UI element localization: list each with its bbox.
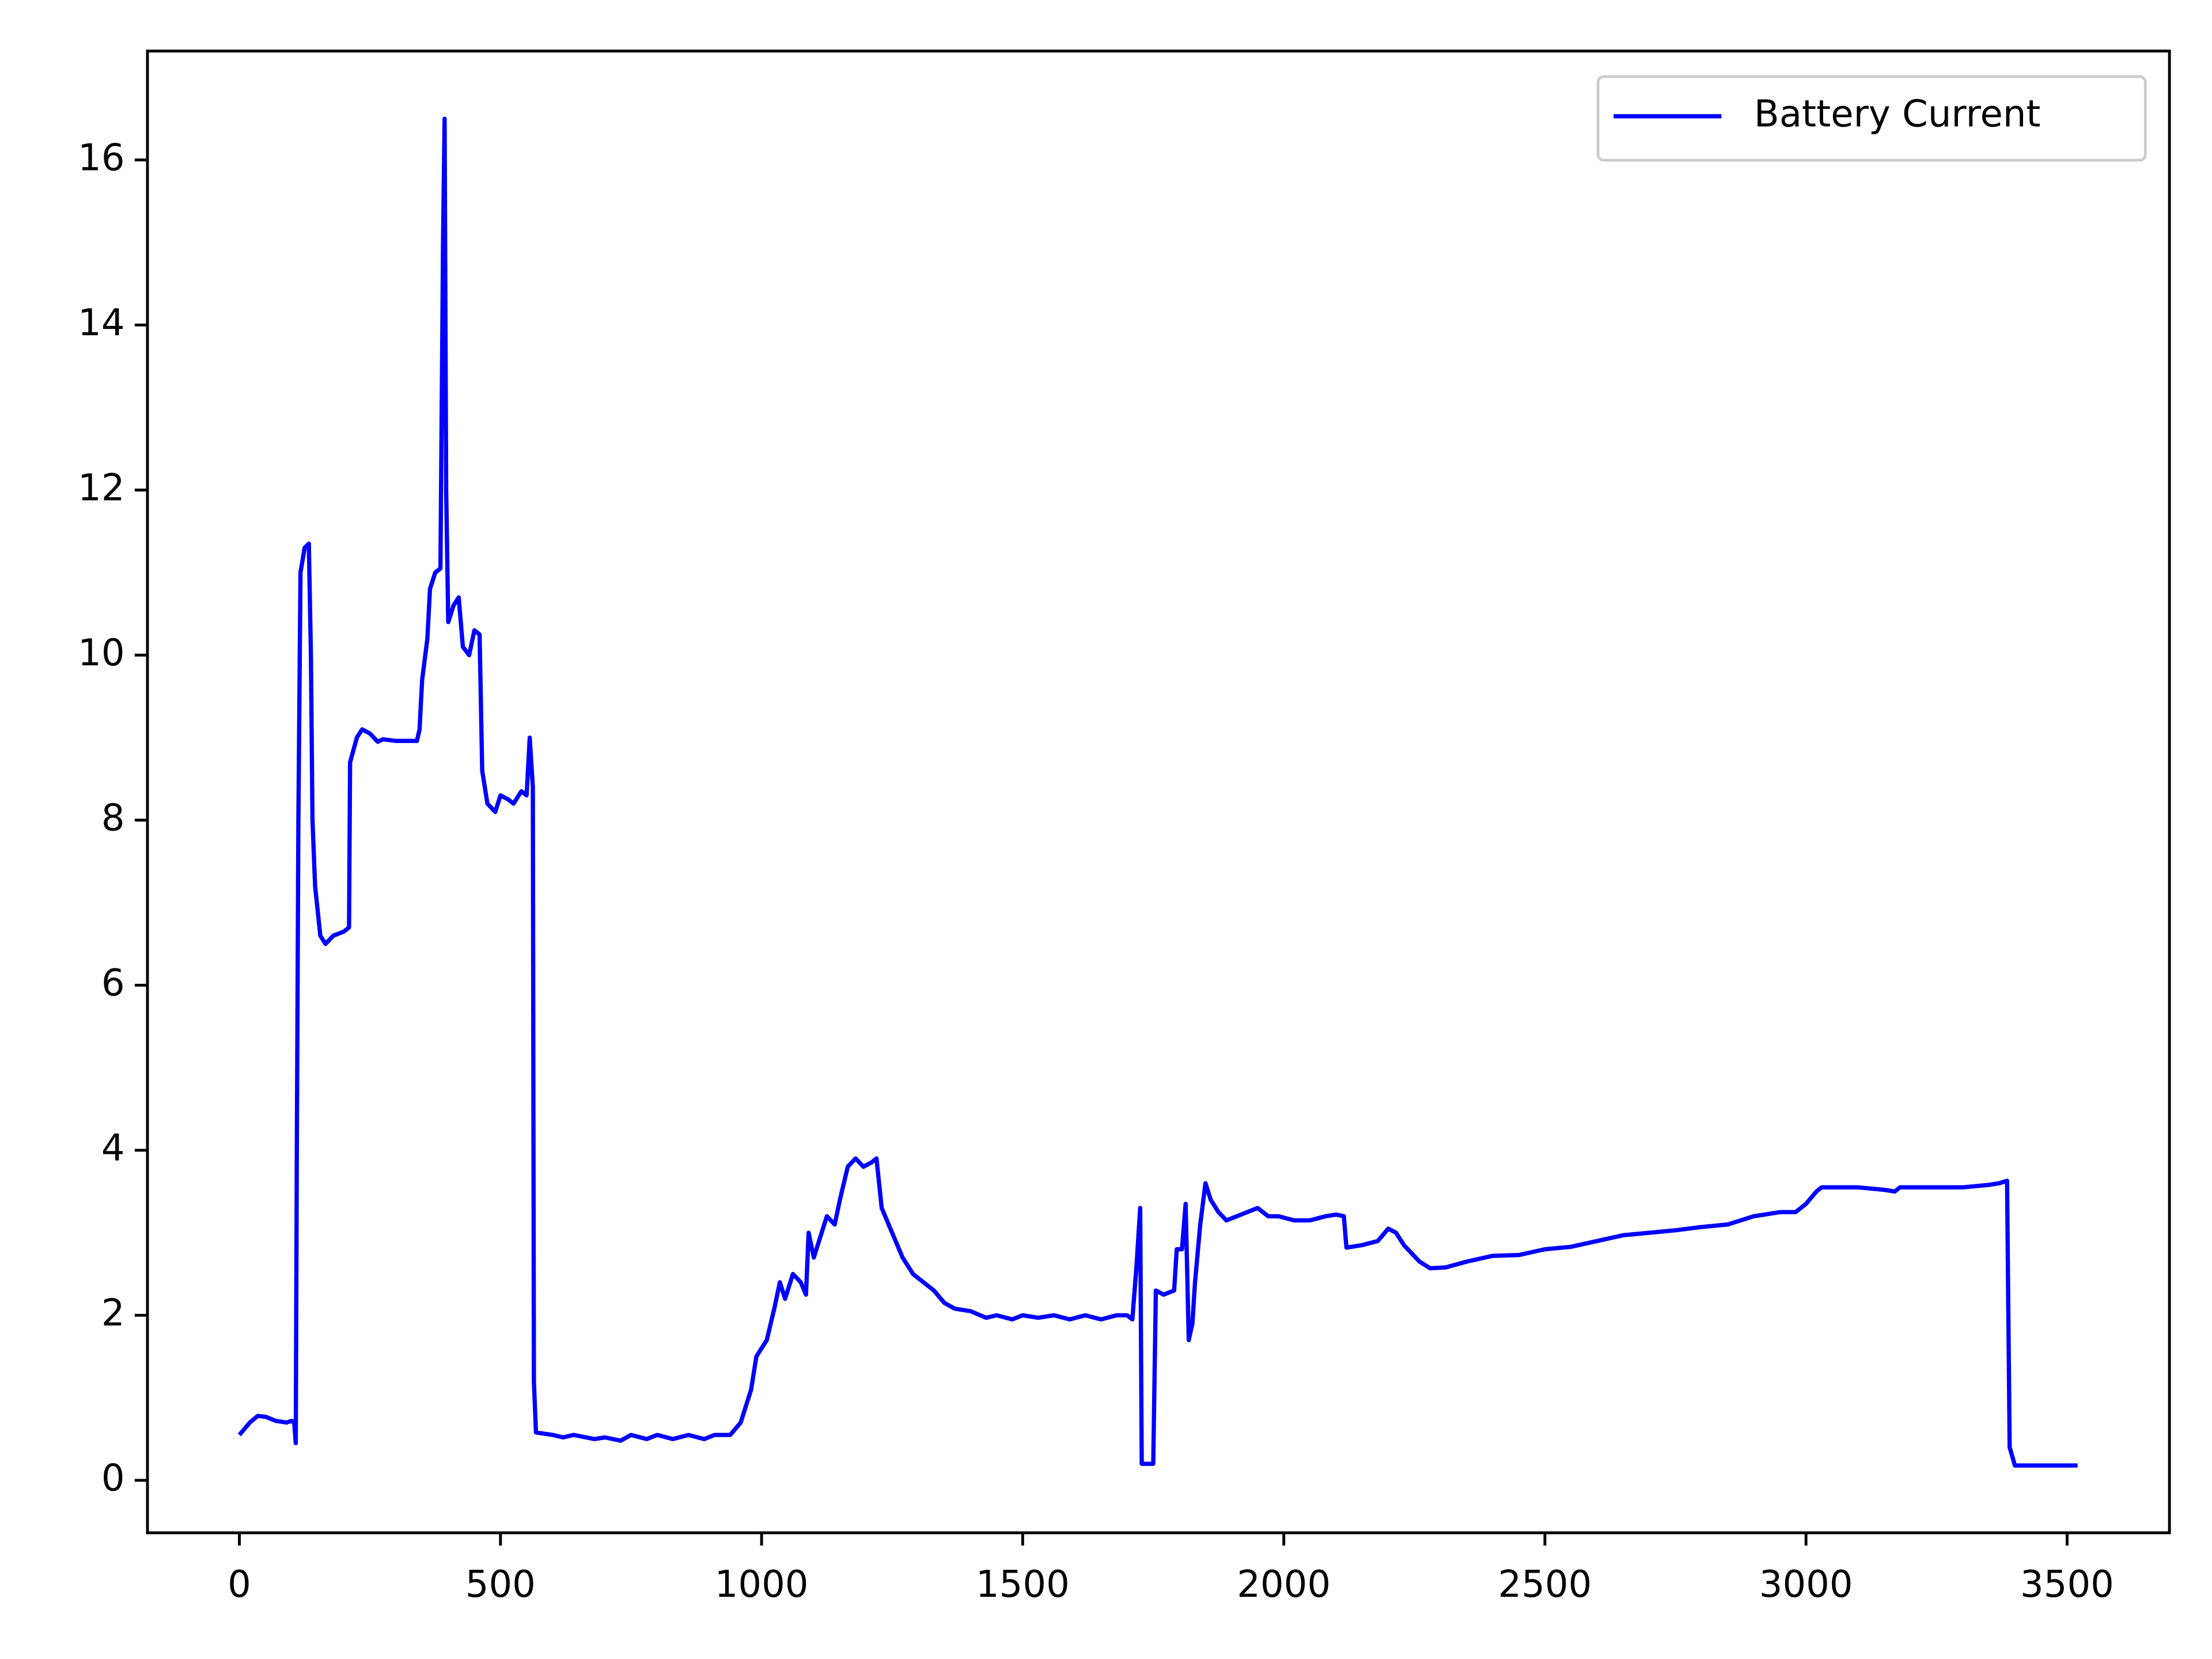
y-tick-label: 4 <box>101 1127 125 1169</box>
x-tick-label: 1000 <box>715 1563 809 1606</box>
data-line <box>237 116 2078 1468</box>
x-tick-label: 3500 <box>2020 1563 2114 1606</box>
y-tick-label: 10 <box>78 632 124 675</box>
y-tick-label: 2 <box>101 1292 125 1335</box>
y-tick-label: 0 <box>101 1457 125 1499</box>
x-tick-label: 1500 <box>976 1563 1070 1606</box>
y-tick-label: 16 <box>78 137 124 179</box>
legend: Battery Current <box>1596 75 2147 162</box>
y-tick-label: 12 <box>78 467 124 509</box>
y-tick-label: 14 <box>78 302 124 344</box>
x-tick-label: 2500 <box>1498 1563 1592 1606</box>
x-tick-label: 0 <box>228 1563 251 1606</box>
legend-box <box>1596 75 2147 162</box>
x-tick-label: 3000 <box>1759 1563 1853 1606</box>
legend-label: Battery Current <box>1754 93 2041 135</box>
x-tick-label: 500 <box>465 1563 536 1606</box>
y-tick-label: 6 <box>101 962 125 1005</box>
y-tick-label: 8 <box>101 797 125 839</box>
x-tick-label: 2000 <box>1237 1563 1331 1606</box>
plot-frame <box>146 50 2171 1535</box>
